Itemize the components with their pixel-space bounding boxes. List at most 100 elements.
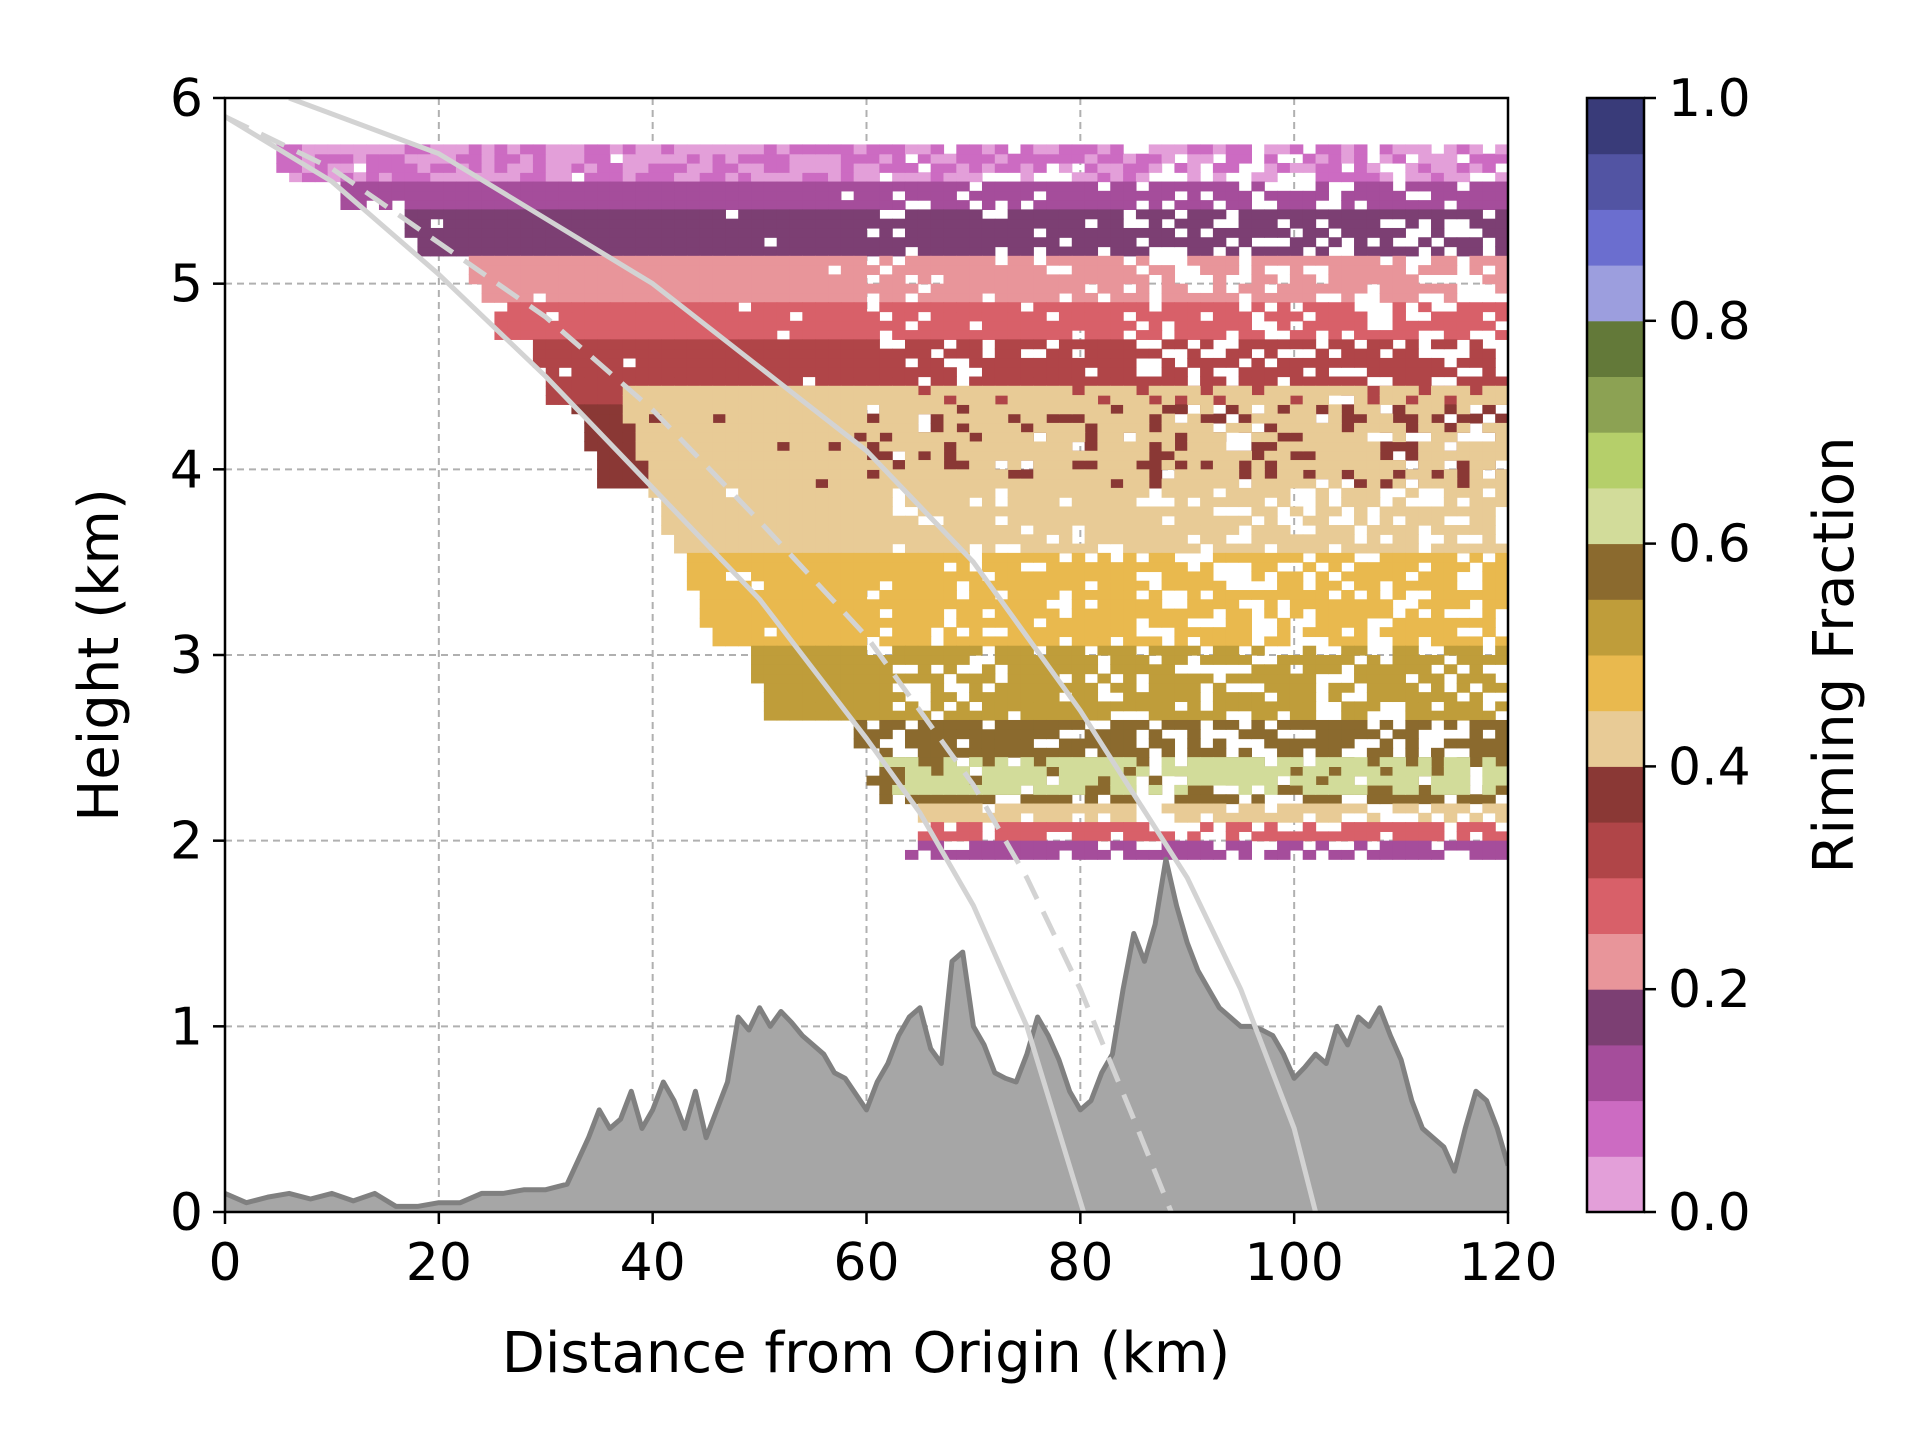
heatmap-cell [1431,562,1445,573]
heatmap-cell [1302,469,1317,480]
heatmap-cell [1097,218,1111,229]
heatmap-cell [1302,794,1317,805]
heatmap-cell [1174,385,1188,396]
heatmap-cell [1366,162,1381,173]
heatmap-cell [1135,227,1150,238]
heatmap-cell [1097,153,1111,164]
heatmap-cell [1148,729,1163,740]
heatmap-cell [1071,552,1086,563]
heatmap-cell [943,599,957,610]
heatmap-cell [648,237,662,248]
heatmap-cell [1135,469,1150,480]
heatmap-cell [1097,552,1111,563]
heatmap-cell [943,302,957,313]
heatmap-cell [545,172,560,183]
heatmap-cell [1187,292,1201,303]
heatmap-cell [751,367,765,378]
heatmap-cell [1084,469,1099,480]
heatmap-cell [1148,404,1163,415]
heatmap-cell [1366,339,1381,350]
heatmap-cell [1264,515,1278,526]
heatmap-cell [917,385,932,396]
heatmap-cell [892,357,906,368]
heatmap-cell [930,682,945,693]
heatmap-cell [1071,357,1086,368]
heatmap-cell [802,200,816,210]
heatmap-cell [1392,274,1406,285]
heatmap-cell [1443,543,1458,554]
heatmap-cell [981,320,996,331]
heatmap-cell [1366,246,1381,257]
heatmap-cell [815,460,829,470]
heatmap-cell [1392,209,1406,220]
heatmap-cell [751,534,765,545]
heatmap-cell [1007,719,1022,730]
heatmap-cell [866,682,880,693]
heatmap-cell [776,218,791,229]
heatmap-cell [1020,367,1034,378]
heatmap-cell [917,209,932,220]
heatmap-cell [815,227,829,238]
heatmap-cell [1097,608,1111,619]
heatmap-cell [917,478,932,489]
heatmap-cell [1315,404,1329,415]
heatmap-cell [1482,255,1496,266]
heatmap-cell [1469,255,1483,266]
heatmap-cell [981,525,996,535]
heatmap-cell [1058,311,1073,322]
heatmap-cell [674,395,688,405]
heatmap-cell [763,367,778,378]
heatmap-cell [853,608,868,619]
heatmap-cell [1251,775,1265,786]
heatmap-cell [981,599,996,610]
heatmap-cell [481,265,496,275]
heatmap-cell [776,534,791,545]
heatmap-cell [969,729,983,740]
heatmap-cell [1405,283,1419,294]
heatmap-cell [1046,636,1060,647]
heatmap-cell [1315,831,1329,842]
heatmap-cell [1110,701,1124,712]
heatmap-cell [1123,664,1137,675]
heatmap-cell [738,162,752,173]
heatmap-cell [1277,849,1291,860]
heatmap-cell [828,701,842,712]
heatmap-cell [981,330,996,340]
heatmap-cell [763,497,778,508]
heatmap-cell [917,766,932,777]
heatmap-cell [443,237,457,248]
heatmap-cell [1123,822,1137,832]
heatmap-cell [943,172,957,183]
heatmap-cell [686,330,701,340]
heatmap-cell [1110,840,1124,851]
heatmap-cell [712,283,726,294]
heatmap-cell [751,487,765,498]
heatmap-cell [1379,673,1394,684]
heatmap-cell [1046,719,1060,730]
heatmap-cell [1341,487,1355,498]
heatmap-cell [1058,617,1073,628]
heatmap-cell [853,302,868,313]
heatmap-cell [956,729,970,740]
heatmap-cell [1174,692,1188,703]
heatmap-cell [1046,840,1060,851]
heatmap-cell [1456,599,1471,610]
heatmap-cell [1123,422,1137,433]
heatmap-cell [879,320,893,331]
heatmap-cell [584,422,598,433]
heatmap-cell [1238,766,1252,777]
heatmap-cell [1135,385,1150,396]
heatmap-cell [1187,441,1201,452]
heatmap-cell [1212,172,1227,183]
heatmap-cell [1251,562,1265,573]
heatmap-cell [1110,534,1124,545]
heatmap-cell [1354,469,1368,480]
heatmap-cell [1148,422,1163,433]
heatmap-cell [904,376,919,387]
heatmap-cell [1123,515,1137,526]
heatmap-cell [981,534,996,545]
heatmap-cell [943,692,957,703]
heatmap-cell [494,292,508,303]
heatmap-cell [776,283,791,294]
heatmap-cell [917,320,932,331]
